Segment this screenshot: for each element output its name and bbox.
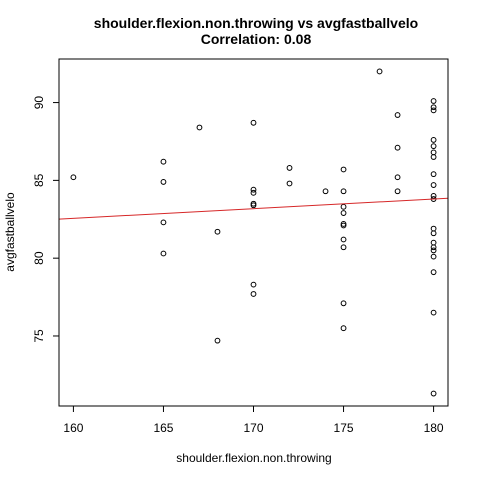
data-point	[340, 188, 347, 195]
data-point	[394, 144, 401, 151]
data-point	[430, 137, 437, 143]
data-point	[394, 112, 401, 118]
data-point	[430, 269, 437, 276]
data-point	[250, 202, 257, 209]
data-point	[430, 309, 437, 316]
x-tick-label: 160	[63, 421, 83, 435]
data-point	[394, 174, 401, 181]
x-tick-label: 165	[153, 421, 173, 435]
data-point	[430, 154, 437, 160]
data-point	[340, 300, 347, 307]
y-tick-label: 85	[32, 173, 46, 187]
data-point	[430, 143, 437, 150]
data-point	[250, 281, 257, 288]
data-point	[160, 219, 167, 226]
data-point	[322, 188, 329, 195]
data-point	[430, 107, 437, 114]
data-point	[250, 186, 257, 193]
data-point	[376, 68, 383, 75]
data-point	[196, 124, 203, 131]
data-point	[160, 179, 167, 185]
plot-frame	[58, 58, 449, 407]
data-point	[286, 165, 293, 171]
data-point	[430, 244, 437, 251]
data-point	[340, 166, 347, 173]
data-point	[160, 250, 167, 257]
data-point	[340, 210, 347, 216]
data-point	[340, 203, 347, 210]
regression-line	[58, 197, 449, 220]
data-point	[340, 325, 347, 332]
data-point	[430, 104, 437, 111]
y-axis-label: avgfastballvelo	[3, 192, 17, 272]
y-tick-label: 90	[32, 96, 46, 110]
data-point	[430, 182, 437, 188]
data-point	[340, 236, 347, 243]
data-point	[286, 180, 293, 187]
data-point	[430, 149, 437, 156]
data-point	[250, 189, 257, 196]
x-tick-label: 170	[243, 421, 263, 435]
data-point	[250, 119, 257, 126]
data-point	[250, 291, 257, 297]
data-point	[430, 230, 437, 237]
y-tick-label: 75	[32, 329, 46, 343]
data-point	[160, 158, 167, 165]
data-point	[430, 98, 437, 104]
data-point	[214, 228, 221, 235]
data-point	[214, 337, 221, 344]
data-point	[430, 225, 437, 232]
data-point	[340, 222, 347, 229]
x-tick-label: 180	[424, 421, 444, 435]
chart-title: shoulder.flexion.non.throwing vs avgfast…	[94, 15, 418, 31]
data-point	[430, 253, 437, 260]
x-tick-label: 175	[334, 421, 354, 435]
data-point	[430, 171, 437, 178]
x-axis-label: shoulder.flexion.non.throwing	[176, 451, 331, 465]
data-point	[430, 390, 437, 397]
y-tick-label: 80	[32, 251, 46, 265]
data-point	[430, 239, 437, 246]
data-point	[70, 174, 77, 181]
chart-subtitle: Correlation: 0.08	[201, 31, 312, 47]
plot-content: 160 165 170 175 180 75 80 85 90	[32, 68, 449, 435]
data-point	[430, 247, 437, 254]
data-point	[394, 188, 401, 195]
data-point	[430, 193, 437, 199]
data-point	[340, 244, 347, 251]
